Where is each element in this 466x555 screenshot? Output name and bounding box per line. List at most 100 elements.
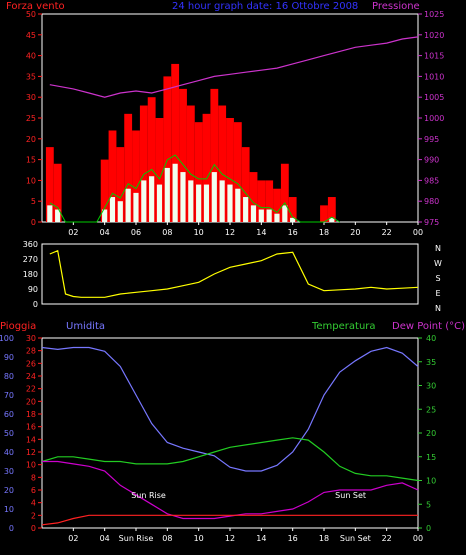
wind-x-tick-label: 16 (288, 228, 298, 237)
wind-gust-bar (320, 205, 328, 222)
rain-y-tick-label: 6 (31, 486, 36, 495)
humidity-y-tick-label: 40 (4, 448, 14, 457)
wind-y-tick-label: 45 (26, 31, 36, 40)
wind-avg-bar (149, 176, 155, 222)
pressure-line (49, 36, 419, 98)
wind-gust-bar (288, 197, 297, 222)
wind-avg-bar (329, 217, 335, 222)
sunrise-annotation: Sun Rise (131, 491, 166, 500)
wind-avg-bar (274, 213, 280, 222)
rain-y-tick-label: 28 (26, 347, 36, 356)
wind-x-tick-label: 14 (256, 228, 266, 237)
humidity-y-tick-label: 100 (0, 334, 14, 343)
humidity-line (41, 346, 419, 472)
humidity-y-tick-label: 30 (4, 467, 14, 476)
temp-y-tick-label: 5 (426, 500, 431, 509)
rain-y-tick-label: 8 (31, 473, 36, 482)
rain-y-tick-label: 16 (26, 423, 36, 432)
direction-y-tick-label: 360 (23, 240, 38, 249)
wind-y-tick-label: 30 (26, 93, 36, 102)
direction-compass-label: W (434, 259, 442, 268)
rain-y-tick-label: 20 (26, 397, 36, 406)
rain-y-tick-label: 4 (31, 499, 36, 508)
humidity-y-tick-label: 80 (4, 372, 14, 381)
dew-point-axis-title: Dew Point (°C) (392, 321, 465, 332)
pressure-y-tick-label: 1005 (424, 93, 444, 102)
wind-y-tick-label: 40 (26, 52, 36, 61)
wind-x-tick-label: 04 (100, 228, 110, 237)
pressure-y-tick-label: 1020 (424, 31, 444, 40)
humidity-axis-title: Umidita (66, 321, 105, 332)
wind-avg-bar (227, 184, 233, 222)
rain-y-tick-label: 30 (26, 334, 36, 343)
wind-avg-bar (47, 205, 53, 222)
wind-avg-bar (211, 172, 217, 222)
weather-x-tick-label: 04 (100, 534, 110, 543)
rain-y-tick-label: 10 (26, 461, 36, 470)
wind-y-tick-label: 50 (26, 10, 36, 19)
weather-x-tick-label: 08 (162, 534, 172, 543)
wind-gust-bar (186, 105, 195, 222)
wind-avg-bar (266, 209, 272, 222)
pressure-y-tick-label: 1025 (424, 10, 444, 19)
temp-y-tick-label: 0 (426, 524, 431, 533)
wind-avg-bar (196, 184, 202, 222)
wind-y-tick-label: 35 (26, 72, 36, 81)
wind-gust-bar (147, 97, 156, 222)
weather-x-tick-label: 12 (225, 534, 235, 543)
rain-y-tick-label: 14 (26, 435, 36, 444)
temperature-axis-title: Temperatura (311, 321, 376, 332)
wind-avg-bar (164, 167, 170, 222)
direction-y-tick-label: 180 (23, 270, 38, 279)
wind-x-tick-label: 18 (319, 228, 329, 237)
pressure-axis-title: Pressione (372, 1, 420, 12)
wind-gust-bar (132, 130, 140, 222)
weather-x-tick-label: 16 (288, 534, 298, 543)
direction-panel-frame (41, 243, 419, 305)
temp-y-tick-label: 15 (426, 453, 436, 462)
wind-x-tick-label: 00 (413, 228, 423, 237)
temp-y-tick-label: 25 (426, 405, 436, 414)
direction-compass-label: S (435, 274, 440, 283)
wind-avg-bar (243, 197, 249, 222)
wind-gust-bar (210, 88, 219, 222)
humidity-y-tick-label: 60 (4, 410, 14, 419)
rain-y-tick-label: 2 (31, 511, 36, 520)
rain-y-tick-label: 12 (26, 448, 36, 457)
wind-gust-bar (226, 118, 234, 222)
direction-y-tick-label: 90 (28, 285, 38, 294)
rain-y-tick-label: 24 (26, 372, 36, 381)
wind-gust-bar (233, 122, 242, 222)
wind-avg-bar (125, 188, 131, 222)
temp-y-tick-label: 30 (426, 382, 436, 391)
weather-x-tick-label: 18 (319, 534, 329, 543)
wind-gust-bar (179, 88, 187, 222)
wind-gust-bar (45, 147, 54, 222)
wind-avg-bar (117, 201, 123, 222)
wind-y-tick-label: 20 (26, 135, 36, 144)
wind-avg-bar (250, 205, 257, 222)
pressure-y-tick-label: 985 (424, 176, 439, 185)
humidity-y-tick-label: 50 (4, 429, 14, 438)
weather-x-tick-label: 14 (256, 534, 266, 543)
wind-avg-bar (109, 197, 116, 222)
wind-x-tick-label: 08 (162, 228, 172, 237)
weather-x-tick-label: Sun Rise (119, 534, 154, 543)
wind-avg-line (49, 154, 340, 223)
temp-y-tick-label: 40 (426, 334, 436, 343)
wind-y-tick-label: 5 (31, 197, 36, 206)
wind-gust-bar (202, 113, 211, 222)
wind-y-tick-label: 25 (26, 114, 36, 123)
humidity-y-tick-label: 0 (9, 524, 14, 533)
temp-y-tick-label: 10 (426, 477, 436, 486)
wind-gust-bar (249, 172, 258, 222)
wind-gust-bar (139, 105, 148, 222)
wind-y-tick-label: 10 (26, 176, 36, 185)
pressure-y-tick-label: 975 (424, 218, 439, 227)
wind-gust-bar (155, 118, 164, 222)
weather-x-tick-label: 02 (68, 534, 78, 543)
wind-gust-bar (273, 188, 281, 222)
weather-x-tick-label: 10 (194, 534, 204, 543)
wind-x-tick-label: 06 (131, 228, 141, 237)
